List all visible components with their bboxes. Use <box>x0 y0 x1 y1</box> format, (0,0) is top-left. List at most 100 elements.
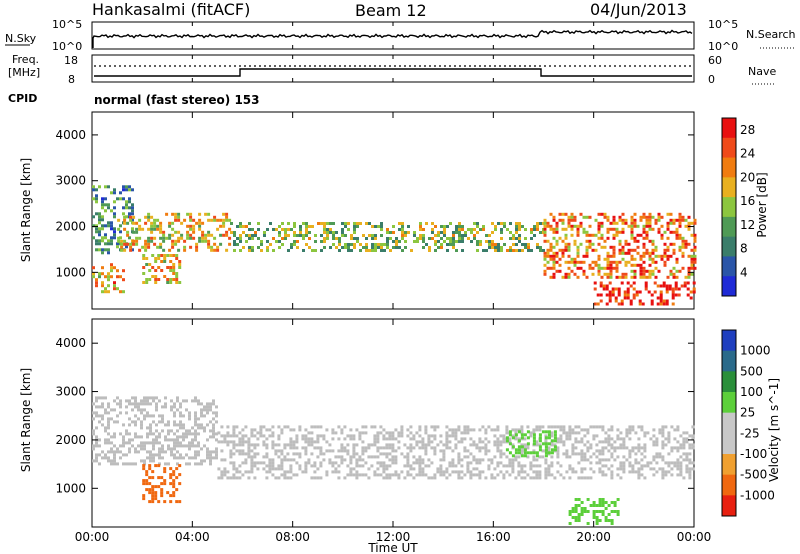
heatmap-cell <box>418 440 422 444</box>
heatmap-cell <box>436 470 440 474</box>
heatmap-cell <box>500 222 503 225</box>
heatmap-cell <box>637 449 641 453</box>
heatmap-cell <box>95 411 98 415</box>
heatmap-cell <box>313 446 317 450</box>
power-colorbar-segment <box>722 197 736 218</box>
heatmap-cell <box>392 225 395 228</box>
heatmap-cell <box>149 426 152 430</box>
heatmap-cell <box>107 411 110 415</box>
heatmap-cell <box>511 458 515 462</box>
heatmap-cell <box>194 462 197 466</box>
heatmap-cell <box>439 449 443 453</box>
power-colorbar-tick: 12 <box>740 218 755 232</box>
heatmap-cell <box>574 504 578 507</box>
heatmap-cell <box>614 299 618 303</box>
heatmap-cell <box>460 470 464 474</box>
heatmap-cell <box>163 257 167 260</box>
heatmap-cell <box>455 228 458 231</box>
heatmap-cell <box>446 249 449 252</box>
heatmap-cell <box>502 452 506 456</box>
heatmap-cell <box>401 228 404 231</box>
heatmap-cell <box>556 437 560 441</box>
heatmap-cell <box>238 431 242 435</box>
heatmap-cell <box>660 224 664 228</box>
heatmap-cell <box>101 251 104 255</box>
heatmap-cell <box>200 459 203 463</box>
heatmap-cell <box>505 464 509 468</box>
heatmap-cell <box>640 446 644 450</box>
heatmap-cell <box>442 473 446 477</box>
heatmap-cell <box>143 408 146 412</box>
heatmap-cell <box>674 281 678 285</box>
heatmap-cell <box>117 227 121 231</box>
heatmap-cell <box>508 458 512 462</box>
heatmap-cell <box>577 476 581 480</box>
heatmap-cell <box>305 222 308 225</box>
heatmap-cell <box>247 455 251 459</box>
heatmap-cell <box>508 451 512 455</box>
heatmap-cell <box>678 233 682 237</box>
heatmap-cell <box>388 476 392 480</box>
heatmap-cell <box>427 440 431 444</box>
heatmap-cell <box>209 408 212 412</box>
heatmap-cell <box>376 446 380 450</box>
heatmap-cell <box>484 452 488 456</box>
heatmap-cell <box>550 425 554 429</box>
heatmap-cell <box>670 449 674 453</box>
heatmap-cell <box>669 212 673 216</box>
heatmap-cell <box>145 278 149 281</box>
heatmap-cell <box>648 257 652 261</box>
heatmap-cell <box>568 434 572 438</box>
heatmap-cell <box>122 444 125 448</box>
heatmap-cell <box>250 449 254 453</box>
heatmap-cell <box>445 437 449 441</box>
heatmap-cell <box>478 437 482 441</box>
heatmap-cell <box>663 263 667 267</box>
heatmap-cell <box>172 263 176 266</box>
heatmap-cell <box>422 240 425 243</box>
heatmap-cell <box>197 441 200 445</box>
heatmap-cell <box>287 222 290 225</box>
heatmap-cell <box>681 251 685 255</box>
heatmap-cell <box>448 473 452 477</box>
heatmap-cell <box>643 464 647 468</box>
heatmap-cell <box>92 459 95 463</box>
heatmap-cell <box>631 446 635 450</box>
heatmap-cell <box>253 428 257 432</box>
velocity-colorbar-segment <box>722 330 736 352</box>
heatmap-cell <box>517 430 521 434</box>
heatmap-cell <box>152 447 155 451</box>
heatmap-cell <box>598 458 602 462</box>
heatmap-cell <box>454 428 458 432</box>
heatmap-cell <box>637 443 641 447</box>
heatmap-cell <box>222 224 226 228</box>
heatmap-cell <box>472 473 476 477</box>
heatmap-cell <box>110 441 113 445</box>
heatmap-cell <box>660 236 664 240</box>
heatmap-cell <box>206 450 209 454</box>
heatmap-cell <box>561 251 565 255</box>
heatmap-cell <box>104 456 107 460</box>
heatmap-cell <box>648 215 652 219</box>
heatmap-cell <box>157 278 161 281</box>
heatmap-cell <box>207 230 211 234</box>
heatmap-cell <box>197 399 200 403</box>
heatmap-cell <box>452 234 455 237</box>
heatmap-cell <box>304 446 308 450</box>
heatmap-cell <box>334 461 338 465</box>
heatmap-cell <box>131 438 134 442</box>
heatmap-cell <box>636 224 640 228</box>
heatmap-cell <box>672 242 676 246</box>
heatmap-cell <box>194 399 197 403</box>
heatmap-cell <box>337 476 341 480</box>
heatmap-cell <box>179 426 182 430</box>
heatmap-cell <box>201 233 205 237</box>
freq-right-tick-top: 60 <box>708 54 722 67</box>
heatmap-cell <box>134 423 137 427</box>
heatmap-cell <box>490 458 494 462</box>
heatmap-cell <box>536 243 539 246</box>
heatmap-cell <box>206 453 209 457</box>
heatmap-cell <box>220 473 224 477</box>
heatmap-cell <box>235 443 239 447</box>
